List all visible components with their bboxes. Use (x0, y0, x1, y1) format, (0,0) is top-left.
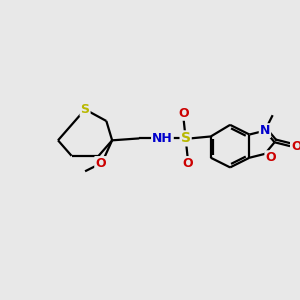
Text: O: O (182, 157, 193, 170)
Text: methyl: methyl (274, 109, 280, 110)
Text: O: O (178, 107, 189, 120)
Text: S: S (181, 131, 190, 146)
Text: O: O (266, 151, 276, 164)
Text: S: S (81, 103, 90, 116)
Text: NH: NH (152, 132, 173, 145)
Text: O: O (95, 157, 106, 170)
Text: O: O (292, 140, 300, 153)
Text: N: N (260, 124, 270, 137)
